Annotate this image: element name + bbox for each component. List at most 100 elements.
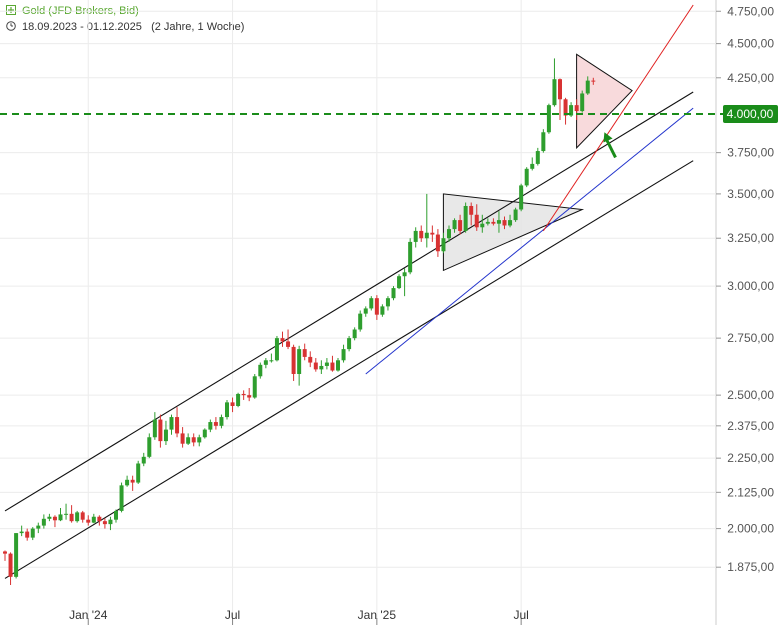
- candle-body: [297, 349, 302, 374]
- candle-body: [86, 519, 91, 523]
- price-level-badge: [723, 105, 778, 124]
- candles: [3, 58, 596, 585]
- candle-body: [569, 105, 574, 116]
- candle-body: [280, 338, 285, 342]
- duration-text: (2 Jahre, 1 Woche): [151, 21, 245, 33]
- candle-body: [419, 230, 424, 239]
- candle-body: [380, 306, 385, 315]
- red-trend-line: [542, 4, 694, 232]
- candle-body: [496, 220, 501, 224]
- candle-body: [513, 209, 518, 221]
- level-marker: 4.000,00: [0, 105, 778, 124]
- candle-body: [64, 513, 69, 515]
- y-tick-label: 2.125,00: [727, 485, 774, 499]
- candle-body: [263, 360, 268, 365]
- candle-body: [424, 232, 429, 239]
- candle-body: [402, 272, 407, 277]
- candle-body: [108, 519, 113, 525]
- candle-body: [480, 223, 485, 228]
- y-tick-label: 3.000,00: [727, 279, 774, 293]
- candle-body: [336, 360, 340, 371]
- candle-body: [319, 365, 324, 370]
- candle-body: [541, 132, 546, 152]
- x-tick-label: Jul: [513, 608, 528, 622]
- candle-body: [363, 308, 368, 314]
- candle-body: [574, 105, 579, 112]
- candle-body: [175, 417, 180, 434]
- candle-body: [535, 151, 540, 164]
- channel-upper-line: [4, 91, 694, 512]
- candle-body: [36, 525, 41, 529]
- candle-body: [258, 364, 263, 377]
- y-tick-label: 4.500,00: [727, 37, 774, 51]
- candle-body: [136, 463, 141, 483]
- y-tick-label: 2.500,00: [727, 388, 774, 402]
- y-tick-label: 2.375,00: [727, 419, 774, 433]
- arrow-head-icon: [603, 132, 613, 143]
- y-tick-label: 2.000,00: [727, 522, 774, 536]
- candle-body: [469, 205, 474, 215]
- candle-body: [341, 349, 346, 361]
- x-tick-label: Jan '24: [69, 608, 108, 622]
- candle-body: [58, 514, 63, 521]
- candle-body: [374, 298, 379, 315]
- candle-body: [247, 395, 252, 398]
- candle-body: [130, 479, 135, 483]
- candle-body: [252, 376, 257, 398]
- candle-body: [141, 456, 146, 464]
- candle-body: [197, 437, 202, 443]
- candle-body: [30, 528, 35, 538]
- candle-body: [125, 479, 130, 486]
- candle-body: [302, 349, 307, 357]
- candle-body: [119, 485, 124, 511]
- x-tick-label: Jul: [225, 608, 240, 622]
- candle-body: [558, 79, 562, 100]
- trend-annotations: [4, 4, 694, 579]
- date-range: 18.09.2023 - 01.12.2025 (2 Jahre, 1 Woch…: [6, 21, 244, 33]
- grid-lines: [0, 0, 717, 625]
- candle-body: [219, 417, 224, 426]
- y-tick-label: 3.500,00: [727, 187, 774, 201]
- candle-body: [530, 163, 535, 169]
- y-tick-label: 4.750,00: [727, 4, 774, 18]
- y-tick-label: 4.250,00: [727, 71, 774, 85]
- y-axis: 4.750,00 4.500,00 4.250,00 3.750,00 3.500,00…: [716, 4, 774, 574]
- y-tick-label: 2.750,00: [727, 331, 774, 345]
- x-tick-label: Jan '25: [358, 608, 397, 622]
- candle-body: [80, 512, 85, 520]
- candle-body: [580, 93, 585, 112]
- candle-body: [585, 80, 590, 94]
- candle-body: [591, 80, 596, 82]
- candle-body: [347, 338, 352, 350]
- candle-body: [52, 516, 57, 521]
- candle-body: [69, 513, 74, 522]
- price-level-badge-label: 4.000,00: [727, 107, 774, 121]
- candle-body: [274, 338, 279, 361]
- candle-body: [286, 341, 291, 347]
- candle-body: [3, 551, 7, 554]
- candle-body: [75, 512, 80, 522]
- candle-body: [158, 419, 163, 442]
- candle-body: [114, 510, 118, 520]
- candle-body: [97, 516, 102, 522]
- candle-body: [308, 356, 313, 363]
- candle-body: [452, 220, 457, 230]
- candle-body: [269, 360, 274, 362]
- candle-body: [447, 229, 451, 239]
- candle-body: [147, 437, 152, 457]
- y-tick-label: 1.875,00: [727, 560, 774, 574]
- candle-body: [391, 288, 396, 299]
- candle-body: [14, 533, 19, 577]
- candle-body: [202, 429, 207, 438]
- candle-body: [552, 79, 557, 106]
- candle-body: [485, 221, 490, 224]
- channel-lower-line: [4, 160, 694, 579]
- candle-body: [508, 220, 513, 226]
- candle-body: [241, 393, 246, 396]
- candle-body: [502, 220, 507, 226]
- candle-body: [458, 220, 463, 231]
- candle-body: [41, 518, 46, 526]
- arrow-up-icon: [604, 137, 617, 159]
- candle-body: [352, 329, 357, 339]
